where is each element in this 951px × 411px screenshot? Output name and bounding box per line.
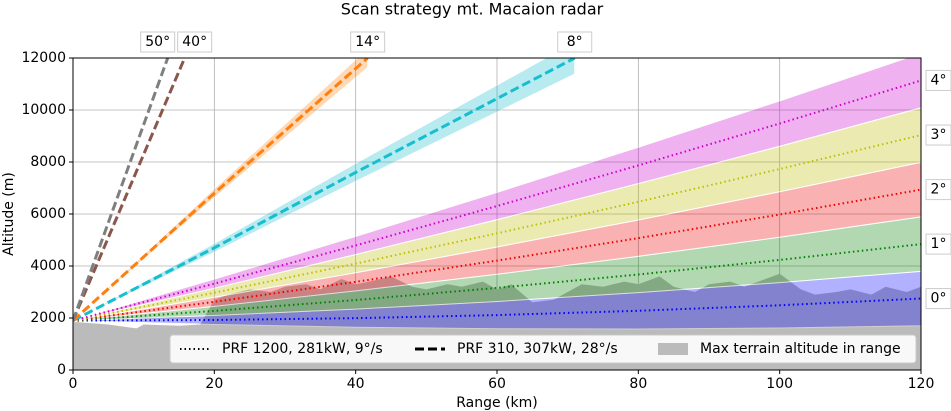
series-label: 0°	[931, 291, 947, 307]
series-label: 14°	[355, 34, 380, 50]
series-label: 8°	[567, 34, 583, 50]
label-box	[557, 31, 593, 53]
y-tick-label: 8000	[30, 154, 66, 170]
series-label: 50°	[145, 34, 170, 50]
legend-swatch	[658, 343, 688, 355]
beam-band	[73, 161, 921, 322]
y-tick-label: 2000	[30, 310, 66, 326]
series-label: 1°	[931, 236, 947, 252]
beam-line	[73, 58, 187, 322]
x-tick-label: 120	[908, 376, 935, 392]
label-box	[925, 233, 951, 255]
plot-frame	[72, 57, 922, 371]
label-box	[350, 31, 386, 53]
beam-band	[73, 216, 921, 322]
legend-label: PRF 310, 307kW, 28°/s	[457, 341, 618, 357]
series-label: 3°	[931, 127, 947, 143]
beam-line	[73, 58, 369, 322]
x-tick-label: 80	[629, 376, 647, 392]
chart-title: Scan strategy mt. Macaion radar	[341, 0, 604, 19]
y-tick-label: 12000	[21, 50, 66, 66]
plot-area	[73, 58, 921, 370]
series-label: 4°	[931, 72, 947, 88]
label-box	[140, 31, 176, 53]
y-tick-label: 4000	[30, 258, 66, 274]
label-box	[925, 69, 951, 91]
x-tick-label: 60	[488, 376, 506, 392]
label-box	[177, 31, 213, 53]
label-box	[925, 124, 951, 146]
x-axis-label: Range (km)	[456, 395, 538, 411]
legend-label: PRF 1200, 281kW, 9°/s	[222, 341, 383, 357]
label-box	[925, 288, 951, 310]
series-label: 2°	[931, 182, 947, 198]
y-axis-label: Altitude (m)	[1, 172, 17, 256]
x-tick-label: 100	[766, 376, 793, 392]
beam-line	[73, 134, 921, 322]
beam-line	[73, 188, 921, 322]
series-label: 40°	[182, 34, 207, 50]
beam-band	[73, 58, 921, 322]
y-tick-label: 6000	[30, 206, 66, 222]
x-tick-label: 0	[69, 376, 78, 392]
x-tick-label: 40	[347, 376, 365, 392]
beam-band	[73, 107, 921, 322]
beam-band	[73, 270, 921, 330]
overlay: 0 20 40 60 80 100 120 0 2000 4000 6000 8000 10000 120…	[21, 31, 951, 392]
label-box	[925, 179, 951, 201]
y-tick-label: 10000	[21, 102, 66, 118]
beam-line	[73, 58, 170, 322]
legend-label: Max terrain altitude in range	[700, 341, 901, 357]
beam-line	[73, 79, 921, 322]
legend-box	[169, 334, 917, 364]
beam-line	[73, 58, 576, 322]
y-tick-label: 0	[57, 362, 66, 378]
beam-line	[73, 297, 921, 322]
x-tick-label: 20	[205, 376, 223, 392]
